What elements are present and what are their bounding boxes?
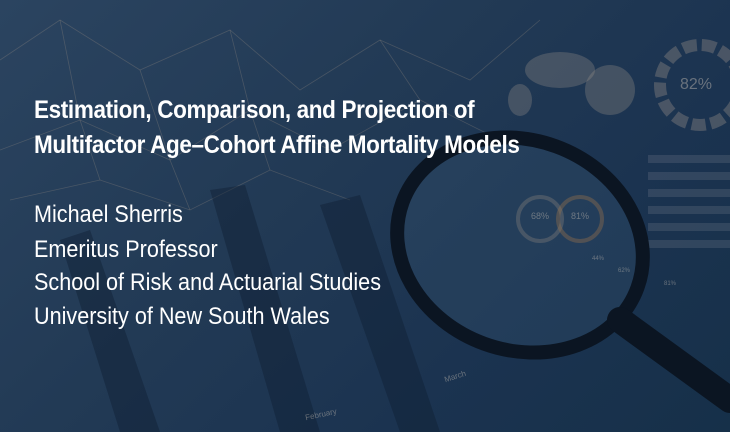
ring1-percent-label: 68% [531,211,550,221]
donut-chart [654,39,730,131]
ring2-percent-label: 81% [571,211,590,221]
donut-percent-label: 82% [680,76,713,93]
bar3-percent-label: 81% [664,281,677,287]
magnifying-glass [390,130,730,413]
presenter-university: University of New South Wales [34,303,330,330]
stripe-lines [648,155,730,248]
presenter-school: School of Risk and Actuarial Studies [34,269,381,296]
presenter-name: Michael Sherris [34,201,183,228]
title-line-1: Estimation, Comparison, and Projection o… [34,96,475,124]
presenter-position: Emeritus Professor [34,236,218,263]
network-lines [0,19,541,211]
bar-chart-shapes [60,185,440,432]
world-map [508,52,635,116]
ring-chart-1 [516,195,564,243]
ring-chart-2 [556,195,604,243]
bar1-percent-label: 44% [592,256,605,262]
bar2-percent-label: 62% [618,268,631,274]
title-line-2: Multifactor Age–Cohort Affine Mortality … [34,131,520,159]
